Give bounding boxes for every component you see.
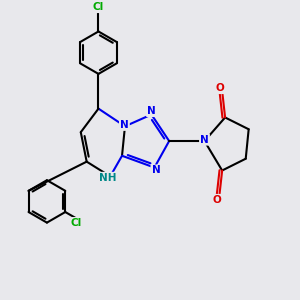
Text: N: N [200, 135, 209, 145]
Text: N: N [147, 106, 156, 116]
Text: N: N [120, 120, 129, 130]
Text: N: N [152, 166, 160, 176]
Text: NH: NH [98, 173, 116, 183]
Text: O: O [215, 83, 224, 93]
Text: Cl: Cl [71, 218, 82, 228]
Text: Cl: Cl [93, 2, 104, 12]
Text: O: O [212, 195, 221, 205]
